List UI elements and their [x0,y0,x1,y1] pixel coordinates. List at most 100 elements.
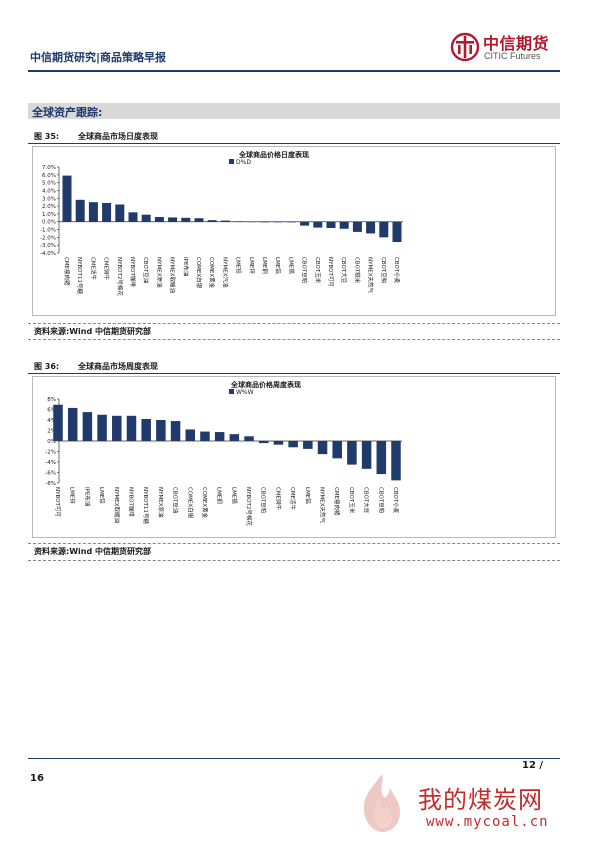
bar [194,218,204,222]
bar [391,441,401,481]
page-index: 16 [30,773,44,784]
bar [260,221,270,223]
y-tick-label: -4.0% [40,251,56,257]
chart-title: 全球商品价格日度表现 [238,150,309,159]
bar [97,414,107,441]
bar [181,217,191,222]
figure-35-source-rule-bottom [28,339,560,340]
bar [82,412,93,441]
bar [326,221,336,228]
x-tick-label: CME瘦肉猪 [63,257,71,286]
x-tick-label: IPE布油 [83,487,91,507]
x-tick-label: CME饲牛 [103,257,111,281]
plot-area: 7.0% 6.0% 5.0%4.0% 3.0% 2.0% 1.0% 0.0% -1.0%-2.… [40,165,403,296]
logo-text-cn: 中信期货 [483,34,550,53]
x-tick-label: NYBOT可可 [54,487,61,517]
x-tick-label: CBOT豆油 [142,257,150,284]
x-tick-label: NYBOT2号棉花 [116,257,124,296]
citic-futures-logo: 中信期货 CITIC Futures [450,28,562,68]
y-tick-label: 3.0% [42,196,56,202]
x-tick-label: CME活牛 [89,257,97,281]
watermark: 我的煤炭网 www.mycoal.cn [350,770,590,836]
x-tick-label: COMEX白银 [186,487,194,519]
bar [168,217,178,222]
bar [273,221,283,223]
bar [102,202,112,222]
page-number: 12 / [522,760,544,771]
section-header: 全球资产跟踪: [28,103,560,119]
x-tick-label: CBOT豆粕 [380,257,388,283]
x-tick-label: CBOT豆粕 [260,487,268,513]
bar [200,431,210,441]
bar [244,436,254,441]
figure-35-chart: 全球商品价格日度表现 D%D 7.0% 6.0% 5.0% 4.0% 3.0% 2.0% 1… [32,146,556,316]
y-tick-label: 8% [47,397,56,403]
x-tick-label: CBOT豆油 [172,487,180,514]
x-tick-label: LME锌 [69,487,77,504]
bar [286,221,296,223]
bar [339,221,349,229]
figure-35-rule [28,143,560,144]
logo-text-en: CITIC Futures [484,51,541,61]
bar [141,418,151,441]
x-tick-label: CBOT豆粕 [301,257,309,283]
y-tick-label: 2% [47,429,56,435]
bar [53,404,63,441]
bar [62,175,72,222]
y-tick-label: 7.0% [42,165,56,171]
bar [112,415,122,441]
bar [207,220,217,222]
x-tick-label: LME铅 [235,257,243,274]
bar [352,221,362,232]
plot-area: 8% 6% 4% 2% 0% -2% -4% -6% -8%NYBOT可可 LME锌 IPE布油 LM… [45,397,402,526]
figure-35-caption: 全球商品市场日度表现 [78,132,158,141]
x-tick-label: CBOT豆粕 [377,487,385,513]
x-tick-label: NYBOT咖啡 [129,257,137,287]
citic-logo-icon [450,32,480,62]
y-tick-label: -6% [45,471,56,477]
y-tick-label: 4.0% [42,188,56,194]
bar [258,441,269,444]
y-tick-label: 1.0% [42,212,56,218]
bar [313,221,323,228]
y-tick-label: -1.0% [40,228,56,234]
x-tick-label: CME活牛 [289,487,297,511]
bar [126,415,137,441]
figure-36-rule [28,373,560,374]
bar [156,420,166,441]
x-tick-label: LME锡 [287,257,295,274]
bar [229,434,240,441]
y-tick-label: 2.0% [42,204,56,210]
figure-35-label: 图 35: [34,132,60,141]
bar [303,441,313,449]
y-tick-label: 5.0% [42,181,56,187]
x-tick-label: NYBOT咖啡 [127,487,135,517]
x-tick-label: NYMEX原油 [155,257,163,288]
bar [361,441,372,469]
bar [185,429,196,441]
x-tick-label: CBOT糙米 [353,257,361,284]
x-tick-label: COMEX黄金 [208,257,216,289]
x-tick-label: COMEX黄金 [201,487,209,519]
bar [288,441,298,448]
x-tick-label: NYMEX取暖油 [113,487,121,523]
figure-36-source-rule-bottom [28,560,560,561]
bar [300,221,310,226]
bar [332,441,342,459]
bar [376,441,387,475]
y-tick-label: 6.0% [42,173,56,179]
legend-label: W%W [236,389,254,396]
header-divider [28,70,560,72]
x-tick-label: NYBOT2号棉花 [245,487,253,526]
x-tick-label: LME铝 [304,487,312,504]
watermark-url: www.mycoal.cn [426,814,549,830]
footer-divider [28,758,560,759]
x-tick-label: LME铜 [216,487,224,504]
daily-performance-chart: 全球商品价格日度表现 D%D 7.0% 6.0% 5.0%4.0% 3.0% 2.0% 1… [40,150,403,296]
figure-35-source-rule [28,323,560,324]
x-tick-label: LME锡 [230,487,238,504]
bar [67,407,78,441]
y-tick-label: 0% [47,439,56,445]
y-tick-label: 6% [47,408,56,414]
bar [128,212,138,222]
